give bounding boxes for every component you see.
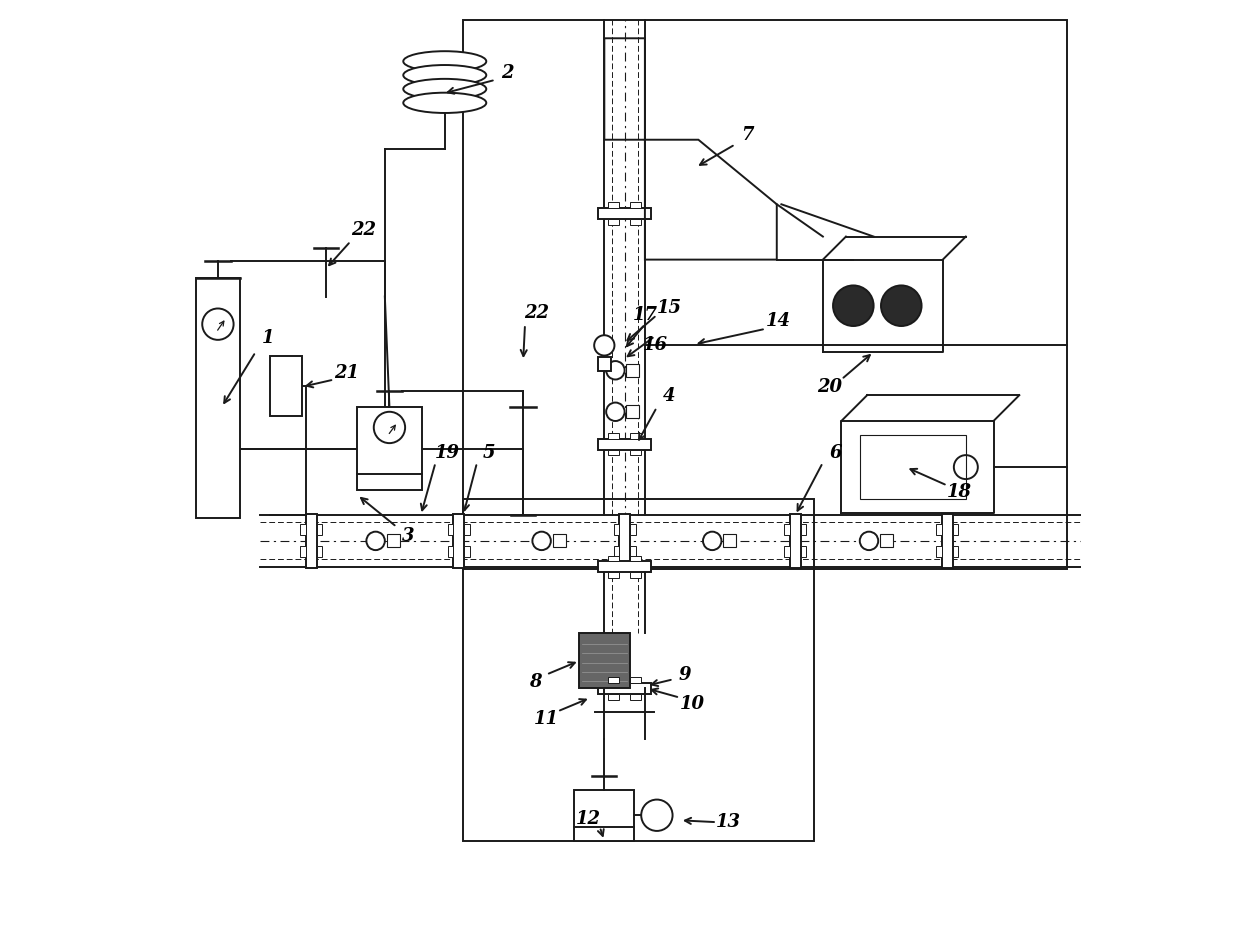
Bar: [269, 356, 301, 416]
Bar: [859, 435, 966, 500]
Bar: [630, 219, 641, 225]
Bar: [630, 573, 641, 578]
Bar: [357, 407, 422, 490]
Circle shape: [606, 361, 625, 379]
Bar: [630, 450, 641, 455]
Bar: [630, 694, 641, 699]
Text: 3: 3: [402, 527, 414, 545]
Text: 20: 20: [817, 378, 842, 396]
Text: 22: 22: [351, 221, 376, 239]
Bar: [608, 694, 619, 699]
Bar: [784, 547, 790, 558]
Bar: [630, 677, 641, 683]
Bar: [608, 433, 619, 438]
Bar: [608, 677, 619, 683]
Bar: [316, 547, 322, 558]
Circle shape: [606, 402, 625, 421]
Bar: [464, 19, 1068, 569]
Text: 22: 22: [525, 304, 549, 322]
Bar: [614, 524, 619, 536]
Text: 17: 17: [632, 306, 657, 324]
Bar: [784, 524, 790, 536]
Bar: [598, 208, 651, 219]
Ellipse shape: [403, 92, 486, 113]
Text: 19: 19: [435, 444, 460, 462]
Text: 2: 2: [501, 65, 513, 82]
Ellipse shape: [403, 65, 486, 85]
Bar: [464, 500, 813, 841]
Circle shape: [641, 799, 672, 831]
Circle shape: [703, 532, 722, 550]
Circle shape: [532, 532, 551, 550]
Bar: [305, 514, 316, 568]
Bar: [448, 547, 453, 558]
Text: 11: 11: [533, 709, 559, 728]
Bar: [626, 405, 640, 418]
Bar: [448, 524, 453, 536]
Bar: [387, 535, 399, 548]
Bar: [790, 514, 801, 568]
Bar: [952, 524, 959, 536]
Bar: [626, 364, 640, 376]
Bar: [598, 438, 651, 450]
Bar: [464, 524, 470, 536]
Bar: [608, 556, 619, 561]
Text: 14: 14: [766, 313, 791, 330]
Bar: [880, 535, 893, 548]
Bar: [801, 524, 806, 536]
Ellipse shape: [403, 79, 486, 99]
Text: 8: 8: [529, 673, 542, 691]
Bar: [630, 203, 641, 208]
Text: 13: 13: [717, 813, 742, 832]
Bar: [598, 561, 651, 573]
Bar: [608, 450, 619, 455]
Bar: [608, 203, 619, 208]
Bar: [300, 524, 305, 536]
Bar: [574, 790, 634, 841]
Text: 9: 9: [678, 666, 691, 684]
Bar: [942, 514, 952, 568]
Text: 7: 7: [742, 126, 754, 144]
Circle shape: [880, 286, 921, 326]
Text: 16: 16: [642, 337, 667, 354]
Bar: [801, 547, 806, 558]
Bar: [579, 633, 630, 688]
Ellipse shape: [403, 51, 486, 71]
Text: 18: 18: [947, 483, 972, 501]
Bar: [614, 547, 619, 558]
Bar: [630, 433, 641, 438]
Bar: [619, 514, 630, 568]
Bar: [453, 514, 464, 568]
Bar: [630, 524, 636, 536]
Text: 5: 5: [482, 444, 495, 462]
Bar: [300, 547, 305, 558]
Text: 1: 1: [262, 329, 274, 347]
Bar: [936, 524, 942, 536]
Circle shape: [373, 412, 405, 443]
Circle shape: [202, 309, 233, 339]
Bar: [598, 357, 611, 371]
Text: 10: 10: [680, 695, 704, 713]
Bar: [598, 683, 651, 694]
Circle shape: [859, 532, 878, 550]
Bar: [630, 556, 641, 561]
Bar: [553, 535, 565, 548]
Circle shape: [833, 286, 874, 326]
Text: 15: 15: [656, 299, 681, 316]
Bar: [316, 524, 322, 536]
Bar: [608, 219, 619, 225]
Bar: [608, 573, 619, 578]
Bar: [936, 547, 942, 558]
Bar: [630, 547, 636, 558]
Text: 6: 6: [830, 444, 842, 462]
Bar: [723, 535, 737, 548]
Circle shape: [366, 532, 384, 550]
Text: 21: 21: [334, 364, 358, 382]
Text: 12: 12: [577, 810, 601, 829]
Bar: [196, 278, 241, 518]
Circle shape: [594, 335, 615, 355]
Bar: [952, 547, 959, 558]
Text: 4: 4: [662, 387, 675, 405]
Bar: [464, 547, 470, 558]
